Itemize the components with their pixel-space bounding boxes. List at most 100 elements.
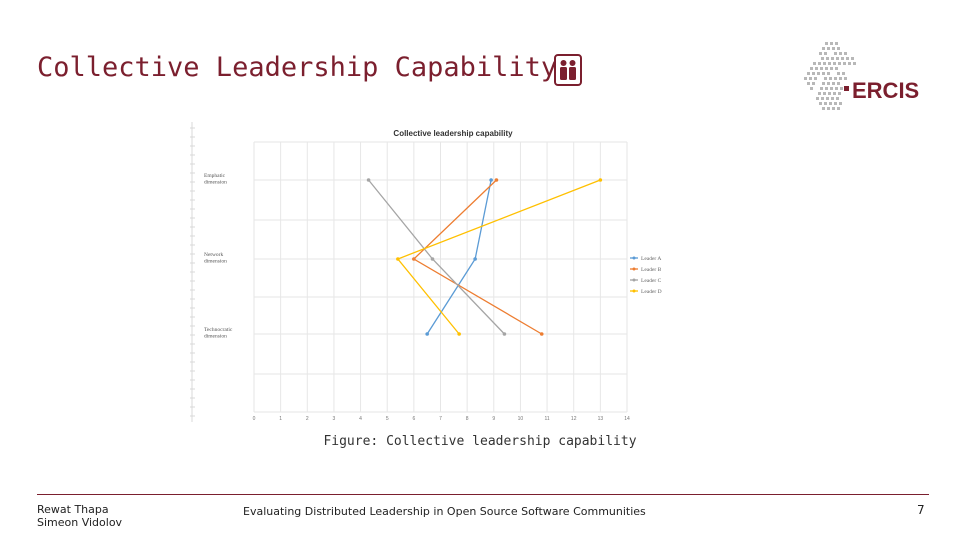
series-line — [396, 179, 601, 335]
category-label: Emphatic dimension — [204, 173, 227, 186]
x-tick-label: 3 — [333, 416, 336, 422]
legend-marker — [632, 267, 636, 271]
series-line — [368, 179, 505, 335]
x-tick-label: 6 — [412, 416, 415, 422]
logo-dot — [818, 62, 821, 65]
logo-dot — [825, 42, 828, 45]
logo-dot — [812, 72, 815, 75]
logo-dot — [839, 102, 842, 105]
logo-dot — [839, 52, 842, 55]
logo-dot — [820, 87, 823, 90]
logo-dot — [833, 62, 836, 65]
logo-dot — [843, 62, 846, 65]
logo-text: ERCIS — [852, 78, 919, 103]
logo-dot — [831, 97, 834, 100]
logo-dot — [816, 97, 819, 100]
chart-title: Collective leadership capability — [393, 129, 513, 138]
x-tick-label: 1 — [279, 416, 282, 422]
logo-dot — [828, 62, 831, 65]
logo-dot — [807, 72, 810, 75]
people-icon — [554, 54, 582, 86]
logo-dot — [822, 72, 825, 75]
logo-dot — [810, 87, 813, 90]
logo-dot — [834, 102, 837, 105]
logo-dot — [838, 62, 841, 65]
logo-dot — [822, 47, 825, 50]
x-tick-label: 8 — [466, 416, 469, 422]
logo-dot — [832, 47, 835, 50]
logo-dot — [827, 72, 830, 75]
slide-title: Collective Leadership Capability — [37, 52, 558, 83]
data-point — [489, 178, 493, 182]
logo-dot — [822, 107, 825, 110]
data-point — [425, 332, 429, 336]
logo-dot — [836, 97, 839, 100]
logo-dot — [813, 62, 816, 65]
data-point — [396, 257, 400, 261]
author-name: Simeon Vidolov — [37, 516, 123, 529]
footer-divider — [37, 494, 929, 495]
logo-dot — [819, 102, 822, 105]
logo-dot — [841, 57, 844, 60]
x-tick-label: 11 — [544, 416, 549, 422]
legend-marker — [632, 289, 636, 293]
logo-dot — [823, 92, 826, 95]
logo-dot — [821, 57, 824, 60]
logo-dot — [839, 77, 842, 80]
legend-label: Leader A — [641, 256, 661, 262]
logo-dot — [824, 102, 827, 105]
data-point — [430, 257, 435, 261]
logo-dot — [821, 97, 824, 100]
logo-dot — [812, 82, 815, 85]
x-tick-label: 0 — [253, 416, 256, 422]
data-point — [366, 178, 371, 182]
logo-dot — [828, 92, 831, 95]
legend-label: Leader D — [641, 289, 662, 295]
logo-dot — [809, 77, 812, 80]
logo-dot — [827, 47, 830, 50]
logo-dot — [824, 77, 827, 80]
logo-dot — [826, 97, 829, 100]
legend-label: Leader B — [641, 267, 662, 273]
logo-dot — [817, 72, 820, 75]
logo-dot — [837, 107, 840, 110]
logo-dot — [830, 67, 833, 70]
logo-dot — [838, 92, 841, 95]
logo-dot — [829, 77, 832, 80]
author-list: Rewat Thapa Simeon Vidolov — [37, 503, 122, 529]
x-tick-label: 12 — [571, 416, 577, 422]
logo-map-dots — [804, 42, 856, 110]
series-line — [412, 179, 543, 335]
legend-label: Leader C — [641, 278, 662, 284]
category-label: Technocratic dimension — [204, 327, 233, 340]
x-tick-label: 9 — [492, 416, 495, 422]
logo-dot — [818, 92, 821, 95]
logo-dot — [853, 62, 856, 65]
logo-dot — [844, 52, 847, 55]
logo-dot — [842, 72, 845, 75]
data-point — [539, 332, 544, 336]
logo-dot — [824, 52, 827, 55]
logo-dot — [851, 57, 854, 60]
logo-dot — [834, 77, 837, 80]
x-tick-label: 14 — [624, 416, 630, 422]
logo-dot — [837, 47, 840, 50]
logo-dot — [835, 87, 838, 90]
logo-dot — [832, 107, 835, 110]
logo-dot — [835, 42, 838, 45]
logo-dot — [848, 62, 851, 65]
data-point — [598, 178, 603, 182]
logo-dot — [810, 67, 813, 70]
logo-dot — [846, 57, 849, 60]
logo-dot — [844, 77, 847, 80]
data-point — [502, 332, 507, 336]
chart: Collective leadership capability Emphati… — [190, 122, 670, 427]
figure-caption: Figure: Collective leadership capability — [323, 434, 637, 449]
logo-dot — [815, 67, 818, 70]
logo-dot — [840, 87, 843, 90]
logo-dot — [836, 57, 839, 60]
logo-dot — [823, 62, 826, 65]
logo-dot — [826, 57, 829, 60]
x-tick-label: 4 — [359, 416, 362, 422]
logo-dot — [822, 82, 825, 85]
